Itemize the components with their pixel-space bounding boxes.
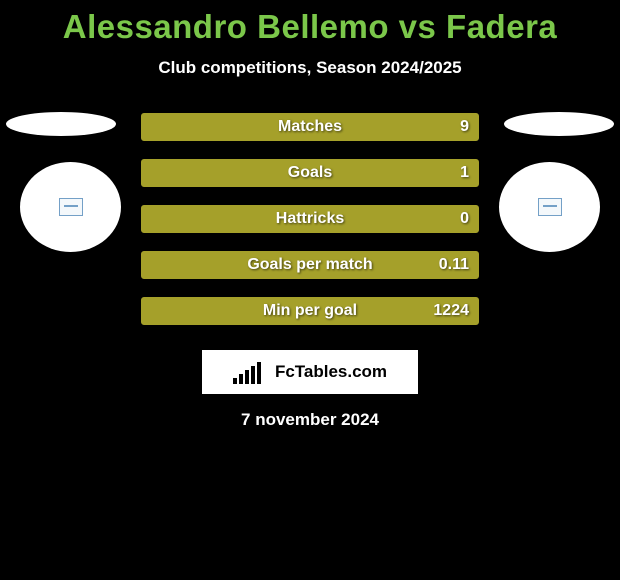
stat-value: 0 [460,210,469,228]
stat-value: 1224 [433,302,469,320]
stat-label: Min per goal [263,302,357,320]
stat-bars: Matches 9 Goals 1 Hattricks 0 Goals per … [140,112,480,342]
stat-label: Hattricks [276,210,344,228]
stat-value: 9 [460,118,469,136]
subtitle: Club competitions, Season 2024/2025 [0,58,620,78]
stat-label: Goals [288,164,332,182]
page-title: Alessandro Bellemo vs Fadera [0,0,620,46]
stat-bar: Goals 1 [140,158,480,188]
stat-bar: Min per goal 1224 [140,296,480,326]
stat-bar: Matches 9 [140,112,480,142]
stat-value: 1 [460,164,469,182]
stat-bar: Hattricks 0 [140,204,480,234]
badge-icon [538,198,562,216]
stat-bar: Goals per match 0.11 [140,250,480,280]
date-label: 7 november 2024 [0,410,620,430]
stat-value: 0.11 [439,256,469,274]
stat-label: Matches [278,118,342,136]
player2-photo-placeholder [504,112,614,136]
player1-photo-placeholder [6,112,116,136]
player1-club-badge [20,162,121,252]
stat-label: Goals per match [247,256,372,274]
brand-box: FcTables.com [202,350,418,394]
comparison-card: Alessandro Bellemo vs Fadera Club compet… [0,0,620,580]
stats-area: Matches 9 Goals 1 Hattricks 0 Goals per … [0,112,620,342]
brand-text: FcTables.com [275,362,387,382]
badge-icon [59,198,83,216]
brand-logo-icon [233,360,269,384]
player2-club-badge [499,162,600,252]
